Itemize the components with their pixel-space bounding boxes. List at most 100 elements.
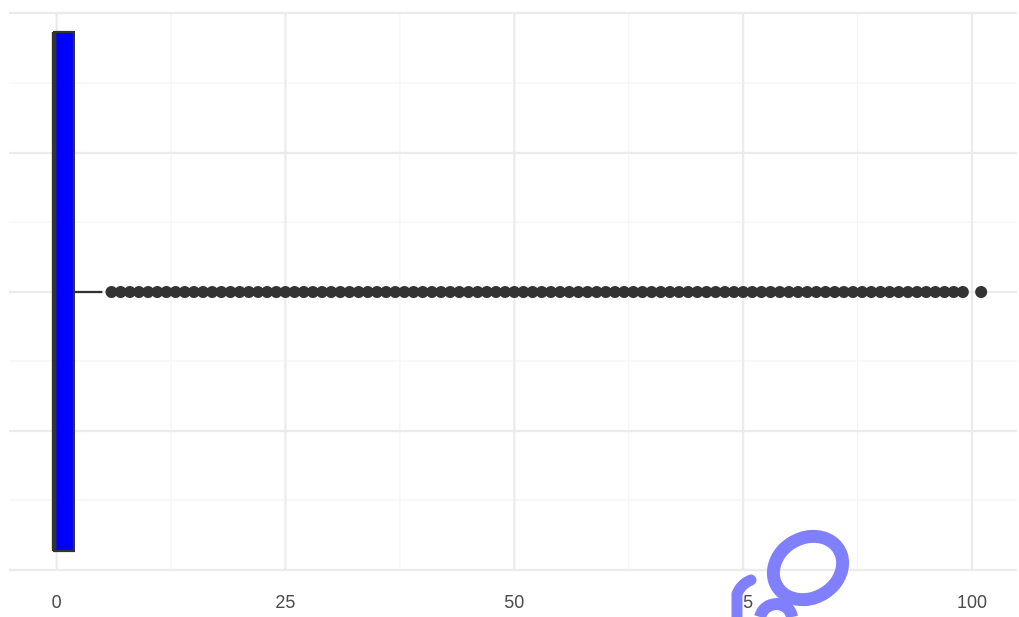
outlier-point (480, 286, 493, 298)
x-tick-label: 0 (52, 592, 62, 612)
outlier-point (132, 286, 145, 298)
outlier-point (929, 286, 942, 298)
outlier-points (105, 286, 988, 298)
outlier-point (279, 286, 292, 298)
outlier-point (517, 286, 530, 298)
outlier-point (764, 286, 777, 298)
outlier-point (444, 286, 457, 298)
outlier-point (920, 286, 933, 298)
outlier-point (608, 286, 621, 298)
outlier-point (169, 286, 182, 298)
outlier-point (160, 286, 173, 298)
outlier-point (370, 286, 383, 298)
outlier-point (554, 286, 567, 298)
x-tick-label: 25 (275, 592, 295, 612)
outlier-point (251, 286, 264, 298)
outlier-point (892, 286, 905, 298)
outlier-point (316, 286, 329, 298)
box-iqr (52, 30, 76, 553)
x-tick-label: 50 (504, 592, 524, 612)
outlier-point (901, 286, 914, 298)
x-axis-tick-labels: 0 25 50 75 100 (52, 592, 987, 612)
outlier-point (233, 286, 246, 298)
outlier-point (947, 286, 960, 298)
outlier-point (462, 286, 475, 298)
outlier-point (874, 286, 887, 298)
outlier-point (755, 286, 768, 298)
outlier-point (938, 286, 951, 298)
outlier-point (782, 286, 795, 298)
outlier-point (361, 286, 374, 298)
outlier-point (206, 286, 219, 298)
outlier-point (288, 286, 301, 298)
outlier-point (425, 286, 438, 298)
outlier-point (471, 286, 484, 298)
outlier-point (343, 286, 356, 298)
outlier-point (105, 286, 118, 298)
outlier-point (499, 286, 512, 298)
outlier-point (407, 286, 420, 298)
outlier-point (975, 286, 988, 298)
outlier-point (297, 286, 310, 298)
outlier-point (819, 286, 832, 298)
outlier-point (526, 286, 539, 298)
outlier-point (489, 286, 502, 298)
outlier-point (435, 286, 448, 298)
outlier-point (645, 286, 658, 298)
scribble-watermark-icon (731, 529, 850, 617)
outlier-point (673, 286, 686, 298)
outlier-point (242, 286, 255, 298)
outlier-point (306, 286, 319, 298)
outlier-point (654, 286, 667, 298)
outlier-point (178, 286, 191, 298)
outlier-point (508, 286, 521, 298)
outlier-point (151, 286, 164, 298)
outlier-point (709, 286, 722, 298)
outlier-point (215, 286, 228, 298)
outlier-point (883, 286, 896, 298)
outlier-point (801, 286, 814, 298)
outlier-point (682, 286, 695, 298)
outlier-point (389, 286, 402, 298)
outlier-point (846, 286, 859, 298)
outlier-point (352, 286, 365, 298)
boxplot (51, 30, 103, 553)
outlier-point (746, 286, 759, 298)
outlier-point (636, 286, 649, 298)
outlier-point (261, 286, 274, 298)
outlier-point (581, 286, 594, 298)
outlier-point (718, 286, 731, 298)
outlier-point (865, 286, 878, 298)
outlier-point (123, 286, 136, 298)
outlier-point (197, 286, 210, 298)
outlier-point (773, 286, 786, 298)
outlier-point (691, 286, 704, 298)
outlier-point (453, 286, 466, 298)
outlier-point (142, 286, 155, 298)
outlier-point (663, 286, 676, 298)
outlier-point (380, 286, 393, 298)
outlier-point (590, 286, 603, 298)
outlier-point (416, 286, 429, 298)
outlier-point (618, 286, 631, 298)
outlier-point (224, 286, 237, 298)
outlier-point (325, 286, 338, 298)
outlier-point (810, 286, 823, 298)
outlier-point (114, 286, 127, 298)
outlier-point (535, 286, 548, 298)
outlier-point (956, 286, 969, 298)
outlier-point (270, 286, 283, 298)
outlier-point (837, 286, 850, 298)
outlier-point (727, 286, 740, 298)
outlier-point (828, 286, 841, 298)
outlier-point (599, 286, 612, 298)
outlier-point (792, 286, 805, 298)
outlier-point (627, 286, 640, 298)
x-tick-label: 100 (957, 592, 987, 612)
outlier-point (700, 286, 713, 298)
outlier-point (563, 286, 576, 298)
outlier-point (572, 286, 585, 298)
outlier-point (187, 286, 200, 298)
outlier-point (398, 286, 411, 298)
